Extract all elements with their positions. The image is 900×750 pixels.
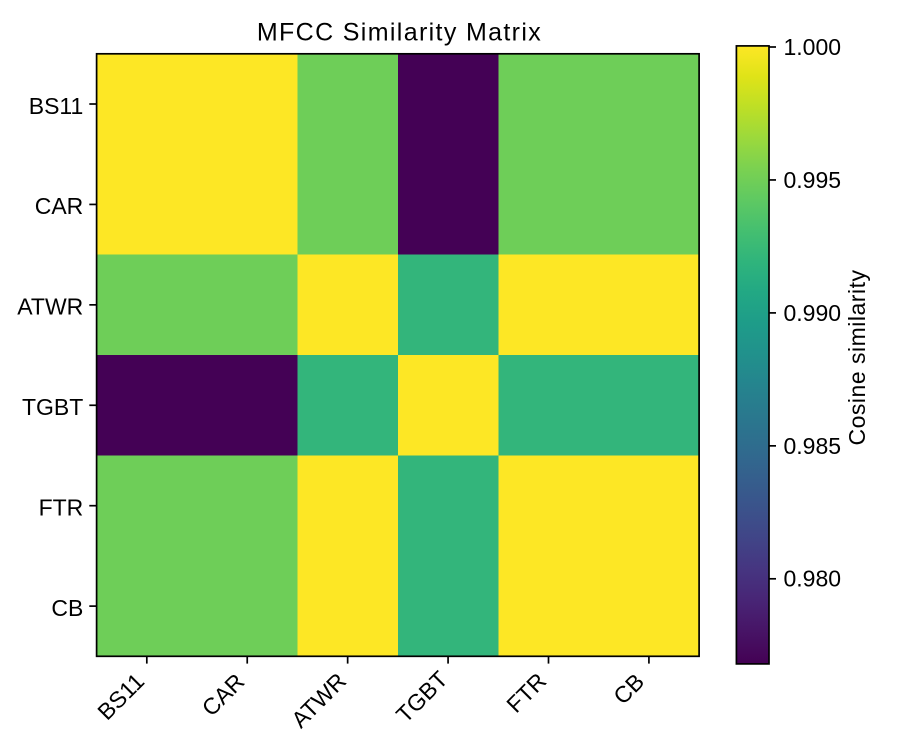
svg-text:0.980: 0.980 xyxy=(784,566,842,592)
svg-text:CB: CB xyxy=(51,595,83,621)
svg-text:ATWR: ATWR xyxy=(17,294,83,320)
svg-text:ATWR: ATWR xyxy=(286,668,351,733)
svg-text:0.990: 0.990 xyxy=(784,300,842,326)
svg-text:CAR: CAR xyxy=(35,193,84,219)
svg-text:FTR: FTR xyxy=(39,495,84,521)
svg-text:MFCC Similarity Matrix: MFCC Similarity Matrix xyxy=(257,19,542,47)
svg-text:CAR: CAR xyxy=(197,668,250,721)
svg-text:0.985: 0.985 xyxy=(784,433,842,459)
svg-text:1.000: 1.000 xyxy=(784,34,842,60)
svg-text:TGBT: TGBT xyxy=(391,666,453,728)
svg-text:FTR: FTR xyxy=(501,668,551,718)
svg-text:Cosine similarity: Cosine similarity xyxy=(844,270,870,446)
svg-text:0.995: 0.995 xyxy=(784,167,842,193)
svg-text:BS11: BS11 xyxy=(92,668,149,725)
svg-text:CB: CB xyxy=(608,668,649,709)
svg-text:TGBT: TGBT xyxy=(22,394,83,420)
svg-text:BS11: BS11 xyxy=(29,93,84,119)
